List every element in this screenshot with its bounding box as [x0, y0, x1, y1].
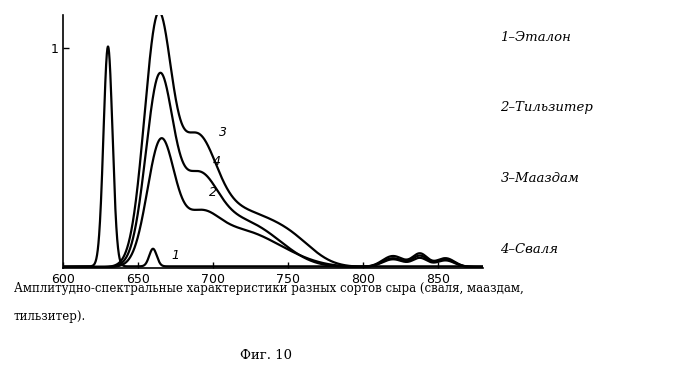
- Text: 4: 4: [213, 155, 221, 168]
- Text: 1: 1: [171, 249, 179, 262]
- Text: тильзитер).: тильзитер).: [14, 310, 86, 323]
- Text: 4–Сваля: 4–Сваля: [500, 243, 559, 256]
- Text: 1–Эталон: 1–Эталон: [500, 31, 571, 44]
- Text: 3: 3: [219, 126, 227, 139]
- Text: 3–Мааздам: 3–Мааздам: [500, 172, 580, 185]
- Text: Фиг. 10: Фиг. 10: [240, 349, 292, 362]
- Text: Амплитудно-спектральные характеристики разных сортов сыра (сваля, мааздам,: Амплитудно-спектральные характеристики р…: [14, 282, 524, 295]
- Text: 2–Тильзитер: 2–Тильзитер: [500, 101, 594, 115]
- Text: 2: 2: [209, 185, 216, 198]
